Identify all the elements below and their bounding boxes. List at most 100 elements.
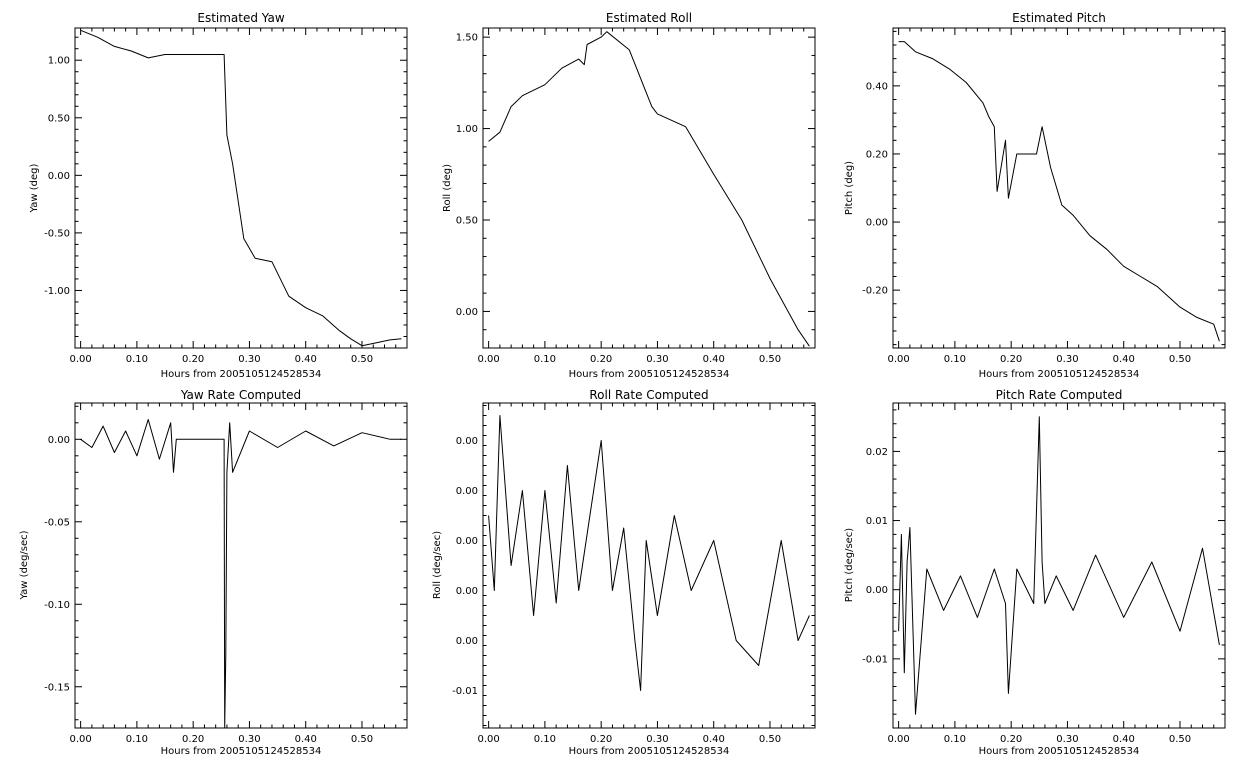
plot-frame <box>482 402 816 729</box>
x-tick-label: 0.40 <box>703 734 725 745</box>
x-tick-label: 0.00 <box>477 734 499 745</box>
x-tick-label: 0.10 <box>126 734 148 745</box>
chart-title: Yaw Rate Computed <box>180 388 301 402</box>
y-axis-label: Roll (deg) <box>442 164 453 212</box>
plot-frame <box>74 402 408 729</box>
x-tick-label: 0.40 <box>1113 354 1135 365</box>
panel-yaw-rate: Yaw Rate Computed Hours from 20051051245… <box>19 388 408 757</box>
y-tick-label: -0.01 <box>862 654 888 665</box>
x-tick-label: 0.20 <box>1000 734 1022 745</box>
y-tick-label: 0.02 <box>866 447 888 458</box>
x-tick-label: 0.30 <box>646 734 668 745</box>
plot-frame <box>892 27 1226 349</box>
y-tick-label: 0.20 <box>866 149 888 160</box>
x-tick-label: 0.30 <box>1056 734 1078 745</box>
y-tick-label: -0.20 <box>862 286 888 297</box>
panel-estimated-roll: Estimated Roll Hours from 20051051245285… <box>442 11 816 380</box>
x-tick-label: 0.50 <box>759 354 781 365</box>
y-tick-label: 0.00 <box>866 585 888 596</box>
y-tick-label: -0.50 <box>44 228 70 239</box>
x-tick-label: 0.00 <box>69 734 91 745</box>
x-tick-label: 0.50 <box>351 734 373 745</box>
x-tick-label: 0.20 <box>590 354 612 365</box>
y-tick-label: 0.00 <box>866 218 888 229</box>
x-tick-label: 0.40 <box>295 734 317 745</box>
x-tick-label: 0.20 <box>182 734 204 745</box>
chart-title: Estimated Pitch <box>1012 11 1106 25</box>
x-tick-label: 0.40 <box>295 354 317 365</box>
y-tick-label: 0.00 <box>456 636 478 647</box>
x-tick-label: 0.00 <box>887 734 909 745</box>
x-tick-label: 0.50 <box>1169 354 1191 365</box>
panel-pitch-rate: Pitch Rate Computed Hours from 200510512… <box>844 388 1226 757</box>
x-tick-label: 0.10 <box>944 354 966 365</box>
series-line <box>898 416 1220 715</box>
x-tick-label: 0.10 <box>944 734 966 745</box>
y-axis-label: Roll (deg/sec) <box>432 531 443 599</box>
y-tick-label: 0.00 <box>456 486 478 497</box>
y-tick-label: 0.00 <box>456 586 478 597</box>
x-axis-label: Hours from 2005105124528534 <box>569 369 730 380</box>
chart-title: Estimated Roll <box>606 11 692 25</box>
y-axis-label: Yaw (deg/sec) <box>19 530 30 600</box>
x-axis-label: Hours from 2005105124528534 <box>161 746 322 757</box>
chart-title: Pitch Rate Computed <box>996 388 1123 402</box>
y-tick-label: -0.10 <box>44 600 70 611</box>
y-axis-label: Yaw (deg) <box>29 163 40 213</box>
chart-title: Estimated Yaw <box>197 11 284 25</box>
plot-frame <box>74 27 408 349</box>
x-tick-label: 0.00 <box>69 354 91 365</box>
series-line <box>488 415 810 691</box>
x-tick-label: 0.30 <box>238 354 260 365</box>
y-tick-label: 1.00 <box>48 56 70 67</box>
y-tick-label: -0.01 <box>452 686 478 697</box>
panel-roll-rate: Roll Rate Computed Hours from 2005105124… <box>432 388 816 757</box>
y-tick-label: 1.50 <box>456 33 478 44</box>
y-axis-label: Pitch (deg) <box>844 161 855 215</box>
chart-title: Roll Rate Computed <box>589 388 708 402</box>
x-tick-label: 0.50 <box>1169 734 1191 745</box>
series-line <box>80 419 402 729</box>
x-tick-label: 0.40 <box>1113 734 1135 745</box>
y-tick-label: 1.00 <box>456 124 478 135</box>
series-line <box>80 29 402 347</box>
x-axis-label: Hours from 2005105124528534 <box>979 746 1140 757</box>
x-tick-label: 0.50 <box>351 354 373 365</box>
y-axis-label: Pitch (deg/sec) <box>844 528 855 603</box>
y-tick-label: -0.15 <box>44 682 70 693</box>
y-tick-label: 0.40 <box>866 81 888 92</box>
y-tick-label: 0.00 <box>48 171 70 182</box>
x-tick-label: 0.30 <box>238 734 260 745</box>
y-tick-label: 0.00 <box>456 307 478 318</box>
x-tick-label: 0.10 <box>126 354 148 365</box>
y-tick-label: -1.00 <box>44 286 70 297</box>
y-tick-label: 0.00 <box>48 435 70 446</box>
panel-estimated-pitch: Estimated Pitch Hours from 2005105124528… <box>844 11 1226 380</box>
y-tick-label: -0.05 <box>44 517 70 528</box>
x-tick-label: 0.30 <box>646 354 668 365</box>
y-tick-label: 0.50 <box>48 113 70 124</box>
series-line <box>488 31 810 347</box>
x-tick-label: 0.20 <box>590 734 612 745</box>
plot-frame <box>892 402 1226 729</box>
panel-estimated-yaw: Estimated Yaw Hours from 200510512452853… <box>29 11 408 380</box>
series-line <box>898 41 1220 342</box>
x-axis-label: Hours from 2005105124528534 <box>979 369 1140 380</box>
x-tick-label: 0.40 <box>703 354 725 365</box>
x-tick-label: 0.20 <box>1000 354 1022 365</box>
x-tick-label: 0.10 <box>534 734 556 745</box>
x-tick-label: 0.10 <box>534 354 556 365</box>
x-axis-label: Hours from 2005105124528534 <box>161 369 322 380</box>
x-tick-label: 0.00 <box>887 354 909 365</box>
y-tick-label: 0.00 <box>456 436 478 447</box>
x-tick-label: 0.00 <box>477 354 499 365</box>
x-tick-label: 0.30 <box>1056 354 1078 365</box>
y-tick-label: 0.00 <box>456 536 478 547</box>
x-tick-label: 0.50 <box>759 734 781 745</box>
plot-frame <box>482 27 816 349</box>
x-axis-label: Hours from 2005105124528534 <box>569 746 730 757</box>
x-tick-label: 0.20 <box>182 354 204 365</box>
y-tick-label: 0.01 <box>866 516 888 527</box>
y-tick-label: 0.50 <box>456 216 478 227</box>
